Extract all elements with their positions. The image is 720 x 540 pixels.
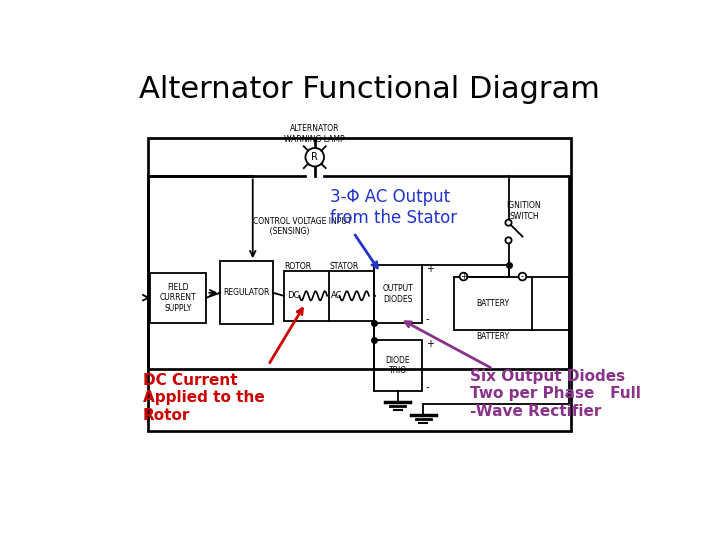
Text: Alternator Functional Diagram: Alternator Functional Diagram [138,75,600,104]
Bar [220,261,273,325]
Circle shape [505,237,512,244]
Text: CONTROL VOLTAGE INPUT
       (SENSING): CONTROL VOLTAGE INPUT (SENSING) [253,217,351,236]
Text: AC: AC [330,291,342,300]
Bar [374,265,422,323]
Text: STATOR: STATOR [330,262,359,271]
Text: BATTERY: BATTERY [477,332,510,341]
Text: +: + [426,264,433,274]
Text: IGNITION
SWITCH: IGNITION SWITCH [507,201,541,221]
Text: REGULATOR: REGULATOR [223,288,270,297]
Bar [150,273,206,323]
Circle shape [518,273,526,280]
Text: +: + [460,272,467,281]
Text: OUTPUT
DIODES: OUTPUT DIODES [382,284,413,303]
Text: DC Current
Applied to the
Rotor: DC Current Applied to the Rotor [143,373,264,423]
Text: Six Output Diodes
Two per Phase   Full
-Wave Rectifier: Six Output Diodes Two per Phase Full -Wa… [469,369,641,419]
Bar [284,271,375,321]
Text: 3-Φ AC Output
from the Stator: 3-Φ AC Output from the Stator [330,188,457,227]
Text: -: - [426,382,429,392]
Bar [454,276,532,330]
Bar [148,138,570,430]
Text: -: - [521,272,524,281]
Text: ALTERNATOR
WARNING LAMP: ALTERNATOR WARNING LAMP [284,124,345,144]
Text: +: + [426,339,433,349]
Text: R: R [311,152,318,162]
Circle shape [305,148,324,166]
Text: ROTOR: ROTOR [284,262,311,271]
Text: DIODE
TRIO: DIODE TRIO [385,356,410,375]
Text: DC: DC [287,291,300,300]
Circle shape [505,220,512,226]
Text: BATTERY: BATTERY [477,299,510,308]
Bar [374,340,422,390]
Circle shape [459,273,467,280]
Text: FIELD
CURRENT
SUPPLY: FIELD CURRENT SUPPLY [160,283,197,313]
Text: -: - [426,314,429,324]
